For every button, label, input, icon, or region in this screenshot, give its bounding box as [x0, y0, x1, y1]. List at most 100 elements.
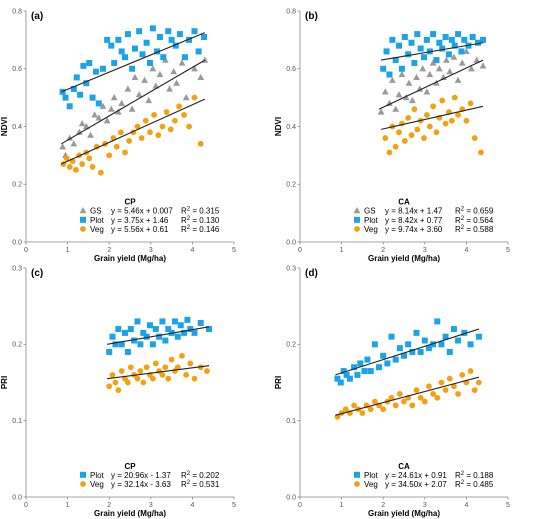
data-point — [450, 53, 458, 60]
data-point — [140, 329, 147, 336]
data-point — [411, 106, 418, 113]
x-tick-label: 5 — [232, 247, 236, 254]
data-point — [115, 387, 122, 394]
x-axis-title: Grain yield (Mg/ha) — [368, 254, 440, 263]
legend-entry-plot: Plot y = 20.96x - 1.37 R2 = 0.202 — [80, 471, 220, 480]
data-point — [63, 155, 70, 162]
data-point — [461, 36, 468, 43]
x-tick-label: 4 — [190, 247, 194, 254]
legend-equation: y = 5.46x + 0.007 — [111, 207, 173, 216]
legend-series-name: Plot — [90, 471, 105, 480]
legend-series-name: Veg — [364, 480, 378, 489]
data-point — [383, 48, 390, 55]
data-point — [131, 337, 138, 344]
data-point — [73, 74, 80, 81]
legend-r2: R2 = 0.146 — [181, 225, 220, 234]
data-point — [467, 100, 474, 107]
data-point — [78, 120, 86, 127]
data-point — [184, 316, 191, 323]
data-point — [186, 36, 193, 43]
data-point — [145, 96, 153, 104]
data-point — [409, 348, 416, 355]
series-veg — [60, 94, 204, 176]
panel-label: (d) — [305, 268, 318, 279]
x-axis-title: Grain yield (Mg/ha) — [368, 509, 440, 518]
legend-equation: y = 9.74x + 3.60 — [385, 225, 443, 234]
data-point — [156, 333, 163, 340]
data-point — [396, 345, 403, 352]
legend-r2: R2 = 0.485 — [455, 480, 494, 489]
data-point — [357, 360, 364, 367]
x-tick-label: 1 — [340, 247, 344, 254]
x-tick-label: 4 — [464, 247, 468, 254]
data-point — [191, 65, 198, 72]
data-point — [143, 333, 150, 340]
legend-series-name: Plot — [364, 216, 379, 225]
data-point — [388, 394, 395, 401]
data-point — [451, 42, 458, 49]
data-point — [442, 120, 449, 127]
data-point — [416, 85, 424, 92]
data-point — [433, 57, 440, 64]
legend-series-name: Plot — [364, 471, 379, 480]
fit-line-veg — [380, 105, 484, 130]
legend-series-name: Plot — [90, 216, 105, 225]
data-point — [421, 398, 428, 405]
x-tick-label: 2 — [381, 247, 385, 254]
data-point — [191, 375, 198, 382]
data-point — [117, 129, 124, 136]
series-gs — [59, 56, 209, 158]
data-point — [162, 337, 169, 344]
legend-r2: R2 = 0.531 — [181, 480, 220, 489]
data-point — [392, 105, 400, 112]
legend-equation: y = 8.14x + 1.47 — [385, 207, 443, 216]
x-tick-label: 2 — [107, 502, 111, 509]
data-point — [149, 341, 156, 348]
x-tick-label: 2 — [381, 502, 385, 509]
data-point — [334, 375, 341, 382]
data-point — [467, 341, 474, 348]
data-point — [104, 36, 111, 43]
data-point — [73, 166, 79, 173]
data-point — [459, 371, 466, 378]
data-point — [392, 402, 399, 409]
data-point — [461, 329, 468, 336]
data-point — [430, 391, 437, 397]
y-axis-title: NDVI — [274, 117, 283, 136]
data-point — [149, 25, 156, 32]
data-point — [423, 88, 431, 95]
legend-series-name: Veg — [364, 225, 378, 234]
data-point — [127, 326, 134, 333]
data-point — [423, 112, 430, 118]
y-tick-label: 0.0 — [12, 239, 22, 246]
data-point — [118, 341, 125, 348]
data-point — [176, 31, 183, 38]
legend-entry-veg: Veg y = 34.50x + 2.07 R2 = 0.485 — [354, 480, 494, 489]
y-tick-label: 0.4 — [286, 124, 296, 131]
data-point — [433, 79, 440, 86]
data-point — [204, 368, 210, 374]
data-point — [112, 379, 119, 386]
data-point — [467, 65, 475, 72]
data-point — [343, 371, 350, 378]
data-point — [66, 103, 73, 110]
group-title: CA — [398, 198, 410, 207]
data-point — [66, 134, 74, 141]
y-tick-label: 0.4 — [12, 124, 22, 131]
legend-equation: y = 8.42x + 0.77 — [385, 216, 443, 225]
data-point — [122, 329, 129, 336]
legend-equation: y = 5.56x + 0.61 — [111, 225, 169, 234]
data-point — [129, 65, 136, 72]
data-point — [168, 356, 175, 363]
fit-line-gs — [61, 59, 206, 145]
y-tick-label: 0.2 — [12, 182, 22, 189]
data-point — [182, 94, 190, 101]
data-point — [177, 322, 184, 329]
x-tick-label: 2 — [107, 247, 111, 254]
legend-marker — [80, 471, 86, 478]
data-point — [420, 54, 427, 61]
data-point — [467, 368, 474, 374]
data-point — [382, 135, 389, 141]
panel-label: (c) — [31, 268, 43, 279]
legend-marker — [354, 216, 360, 223]
